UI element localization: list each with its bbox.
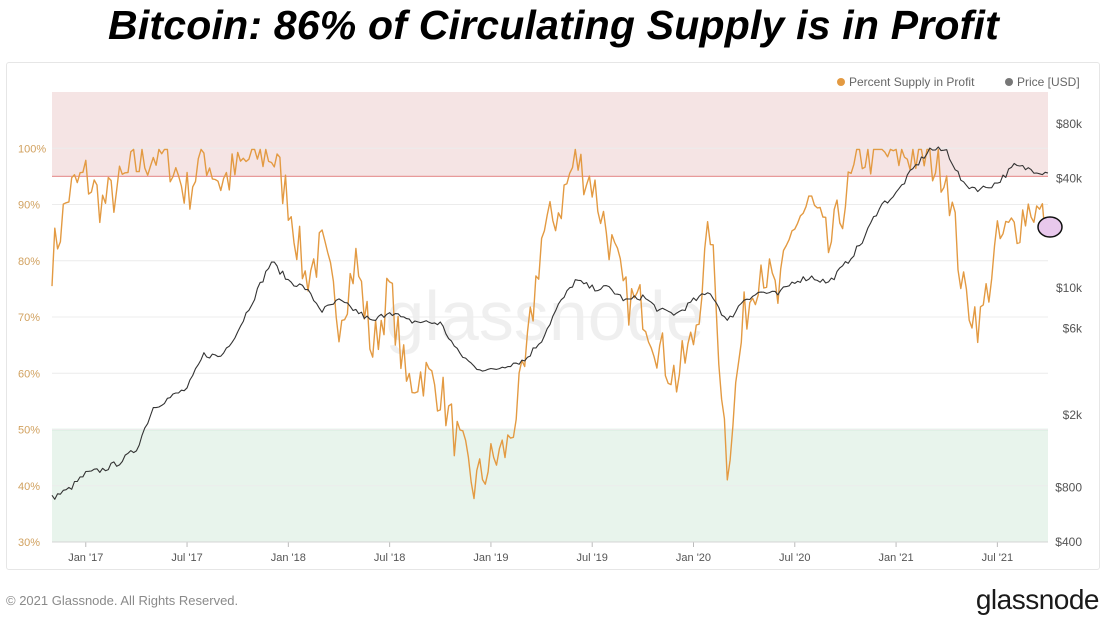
brand-logo: glassnode — [975, 584, 1100, 615]
x-tick-label: Jan '21 — [878, 552, 913, 564]
y-right-tick-label: $10k — [1056, 281, 1083, 295]
y-left-tick-label: 30% — [18, 537, 40, 549]
legend-label-supply[interactable]: Percent Supply in Profit — [849, 75, 975, 89]
legend-swatch-price — [1005, 78, 1013, 86]
watermark: glassnode — [385, 277, 704, 355]
x-tick-label: Jul '19 — [576, 552, 607, 564]
y-left-tick-label: 40% — [18, 481, 40, 493]
y-left-tick-label: 90% — [18, 200, 40, 212]
y-left-tick-label: 50% — [18, 425, 40, 437]
y-right-tick-label: $2k — [1063, 408, 1083, 422]
chart-frame — [6, 62, 1100, 570]
x-tick-label: Jan '18 — [271, 552, 306, 564]
x-tick-label: Jul '18 — [374, 552, 405, 564]
high-profit-zone — [52, 92, 1048, 177]
chart-title: Bitcoin: 86% of Circulating Supply is in… — [108, 2, 999, 48]
y-right-tick-label: $800 — [1055, 480, 1082, 494]
x-tick-label: Jan '20 — [676, 552, 711, 564]
legend-swatch-supply — [837, 78, 845, 86]
x-tick-label: Jul '21 — [982, 552, 1013, 564]
copyright-notice: © 2021 Glassnode. All Rights Reserved. — [6, 593, 239, 608]
x-tick-label: Jul '20 — [779, 552, 810, 564]
series-line-percent-supply-in-profit — [51, 148, 1049, 500]
x-tick-label: Jan '17 — [68, 552, 103, 564]
y-left-tick-label: 100% — [18, 143, 46, 155]
y-left-tick-label: 60% — [18, 368, 40, 380]
y-left-tick-label: 80% — [18, 256, 40, 268]
y-right-tick-label: $6k — [1063, 321, 1083, 335]
highlight-marker — [1037, 216, 1063, 238]
y-right-tick-label: $80k — [1056, 117, 1083, 131]
y-right-tick-label: $400 — [1055, 535, 1082, 549]
series-line-price-usd — [51, 146, 1049, 500]
x-tick-label: Jul '17 — [171, 552, 202, 564]
x-tick-label: Jan '19 — [473, 552, 508, 564]
y-left-tick-label: 70% — [18, 312, 40, 324]
y-right-tick-label: $40k — [1056, 172, 1083, 186]
legend-label-price[interactable]: Price [USD] — [1017, 75, 1080, 89]
